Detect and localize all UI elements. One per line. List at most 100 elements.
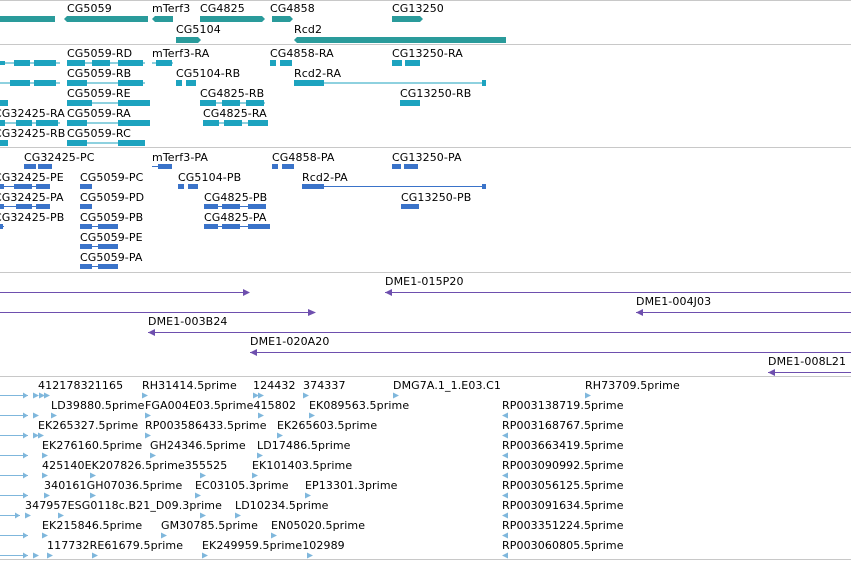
- protein-label[interactable]: CG4858-PA: [272, 151, 335, 164]
- gene-label[interactable]: CG5059: [67, 2, 112, 15]
- est-feature: [33, 432, 39, 439]
- est-feature: [90, 492, 96, 499]
- protein-label[interactable]: mTerf3-PA: [152, 151, 209, 164]
- gene-feature: [152, 16, 173, 22]
- est-label[interactable]: EC03105.3prime: [195, 479, 289, 492]
- est-label[interactable]: RP003586433.5prime: [145, 419, 267, 432]
- est-label[interactable]: RH73709.5prime: [585, 379, 680, 392]
- protein-label[interactable]: CG4825-PB: [204, 191, 268, 204]
- est-label[interactable]: EK249959.5prime102989: [202, 539, 345, 552]
- est-feature: [502, 512, 508, 519]
- est-feature: [58, 512, 64, 519]
- est-label[interactable]: LD17486.5prime: [257, 439, 351, 452]
- track-separator: [0, 272, 851, 273]
- est-label[interactable]: RH31414.5prime: [142, 379, 237, 392]
- protein-label[interactable]: CG5059-PB: [80, 211, 144, 224]
- protein-label[interactable]: CG13250-PB: [401, 191, 472, 204]
- est-label[interactable]: GM30785.5prime: [161, 519, 258, 532]
- transcript-label[interactable]: CG32425-RB: [0, 127, 66, 140]
- gene-glyphs: [0, 16, 506, 43]
- protein-label[interactable]: Rcd2-PA: [302, 171, 348, 184]
- transcript-label[interactable]: CG4825-RA: [203, 107, 267, 120]
- transcript-label[interactable]: mTerf3-RA: [152, 47, 210, 60]
- est-feature: [393, 392, 399, 399]
- gene-label[interactable]: Rcd2: [294, 23, 323, 36]
- transcript-label[interactable]: CG4825-RB: [200, 87, 265, 100]
- transcript-glyphs: [0, 60, 486, 146]
- transcript-label[interactable]: CG13250-RA: [392, 47, 463, 60]
- clone-label[interactable]: DME1-020A20: [250, 335, 330, 348]
- est-label[interactable]: 374337: [303, 379, 346, 392]
- protein-label[interactable]: CG32425-PB: [0, 211, 65, 224]
- est-label[interactable]: EK215846.5prime: [42, 519, 143, 532]
- est-label[interactable]: EK276160.5prime: [42, 439, 143, 452]
- est-label[interactable]: 124432: [253, 379, 296, 392]
- transcript-label[interactable]: CG5104-RB: [176, 67, 241, 80]
- est-feature: [44, 492, 50, 499]
- gene-label[interactable]: mTerf3: [152, 2, 191, 15]
- est-track: 412178321165 RH31414.5prime 124432 37433…: [0, 376, 851, 559]
- est-label[interactable]: RP003060805.5prime: [502, 539, 624, 552]
- clone-label[interactable]: DME1-003B24: [148, 315, 228, 328]
- est-label[interactable]: LD39880.5prime: [51, 399, 145, 412]
- est-label[interactable]: RP003091634.5prime: [502, 499, 624, 512]
- est-label[interactable]: RP003138719.5prime: [502, 399, 624, 412]
- est-feature: [303, 392, 309, 399]
- est-feature: [33, 412, 39, 419]
- protein-label[interactable]: CG5059-PE: [80, 231, 143, 244]
- transcript-label[interactable]: CG5059-RB: [67, 67, 132, 80]
- protein-label[interactable]: CG4825-PA: [204, 211, 267, 224]
- gene-label[interactable]: CG4825: [200, 2, 245, 15]
- clone-label[interactable]: DME1-008L21: [768, 355, 847, 368]
- transcript-label[interactable]: CG32425-RA: [0, 107, 65, 120]
- transcript-label[interactable]: CG4858-RA: [270, 47, 334, 60]
- protein-label[interactable]: CG5059-PA: [80, 251, 143, 264]
- transcript-label[interactable]: CG13250-RB: [400, 87, 472, 100]
- est-label[interactable]: EK089563.5prime: [309, 399, 410, 412]
- transcript-label[interactable]: CG5059-RA: [67, 107, 131, 120]
- est-label[interactable]: EK265327.5prime: [38, 419, 139, 432]
- est-label[interactable]: RP003663419.5prime: [502, 439, 624, 452]
- protein-label[interactable]: CG13250-PA: [392, 151, 462, 164]
- est-feature: [502, 492, 508, 499]
- protein-label[interactable]: CG5059-PC: [80, 171, 144, 184]
- est-feature: [258, 412, 264, 419]
- est-label[interactable]: EK101403.5prime: [252, 459, 353, 472]
- gene-label[interactable]: CG4858: [270, 2, 315, 15]
- transcript-label[interactable]: CG5059-RC: [67, 127, 131, 140]
- protein-label[interactable]: CG32425-PE: [0, 171, 64, 184]
- est-label[interactable]: DMG7A.1_1.E03.C1: [393, 379, 502, 392]
- est-feature: [23, 492, 28, 499]
- clone-label[interactable]: DME1-004J03: [636, 295, 712, 308]
- est-label[interactable]: 412178321165: [38, 379, 124, 392]
- est-label[interactable]: 117732RE61679.5prime: [47, 539, 184, 552]
- clone-label[interactable]: DME1-015P20: [385, 275, 464, 288]
- est-label[interactable]: RP003351224.5prime: [502, 519, 624, 532]
- transcript-label[interactable]: CG5059-RE: [67, 87, 131, 100]
- gene-feature: [294, 37, 506, 43]
- transcript-label[interactable]: CG5059-RD: [67, 47, 133, 60]
- est-label[interactable]: 340161GH07036.5prime: [44, 479, 183, 492]
- est-label[interactable]: 347957ESG0118c.B21_D09.3prime: [25, 499, 222, 512]
- protein-label[interactable]: CG32425-PC: [24, 151, 95, 164]
- protein-label[interactable]: CG5104-PB: [178, 171, 242, 184]
- est-label[interactable]: GH24346.5prime: [150, 439, 246, 452]
- est-feature: [502, 452, 508, 459]
- est-label[interactable]: RP003056125.5prime: [502, 479, 624, 492]
- est-label[interactable]: RP003090992.5prime: [502, 459, 624, 472]
- est-feature: [33, 392, 39, 399]
- est-label[interactable]: EP13301.3prime: [305, 479, 398, 492]
- gene-label[interactable]: CG13250: [392, 2, 444, 15]
- est-label[interactable]: RP003168767.5prime: [502, 419, 624, 432]
- gene-label[interactable]: CG5104: [176, 23, 221, 36]
- est-label[interactable]: EN05020.5prime: [271, 519, 366, 532]
- est-label[interactable]: LD10234.5prime: [235, 499, 329, 512]
- est-feature: [305, 492, 311, 499]
- protein-label[interactable]: CG5059-PD: [80, 191, 145, 204]
- est-label[interactable]: EK265603.5prime: [277, 419, 378, 432]
- protein-label[interactable]: CG32425-PA: [0, 191, 64, 204]
- est-label[interactable]: FGA004E03.5prime415802: [145, 399, 297, 412]
- est-label[interactable]: 425140EK207826.5prime355525: [42, 459, 228, 472]
- transcript-label[interactable]: Rcd2-RA: [294, 67, 342, 80]
- est-feature: [502, 432, 508, 439]
